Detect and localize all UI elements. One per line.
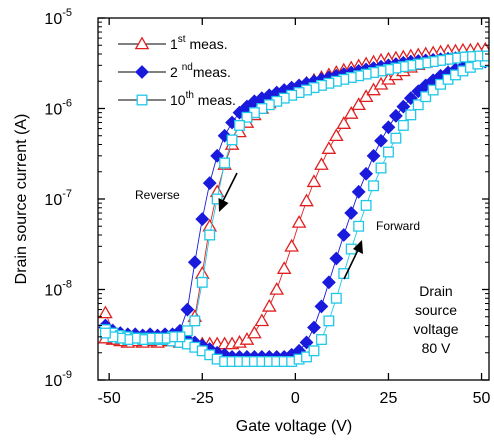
series-3-forward-point [412, 99, 424, 111]
series-3-reverse-point [234, 119, 245, 131]
x-tick-label: 50 [473, 390, 491, 407]
series-layer [98, 41, 489, 367]
series-3 [99, 50, 489, 367]
y-tick-label: 10-9 [44, 369, 72, 390]
series-2-forward-point [411, 84, 426, 99]
axes-layer: -50 -25 0 25 50 10-9 10-8 10-7 10-6 10-5 [44, 7, 490, 407]
series-3-reverse-point [181, 325, 193, 337]
note-line-1: Drain [419, 283, 452, 299]
note-line-4: 80 V [422, 340, 451, 356]
y-tick-label: 10-8 [44, 279, 72, 300]
series-2-forward-point [351, 184, 366, 199]
series-3-forward-point [397, 119, 409, 131]
series-3-reverse-point [196, 276, 208, 288]
y-tick-label: 10-5 [44, 7, 72, 28]
series-3-forward-point [420, 91, 432, 103]
y-tick-label: 10-6 [44, 98, 72, 119]
series-2-forward-point [381, 120, 396, 135]
series-1-forward-point [314, 157, 329, 170]
series-3-forward-point [330, 292, 342, 304]
x-axis-title: Gate voltage (V) [236, 418, 353, 435]
series-2-reverse-point [202, 176, 217, 190]
forward-label: Forward [376, 219, 420, 233]
series-3-forward-point [390, 132, 402, 144]
series-1-forward-point [247, 325, 262, 339]
legend: 1st meas. 2 ndmeas. 10th meas. [118, 34, 236, 108]
series-1-forward-point [98, 305, 113, 319]
y-tick-label: 10-7 [44, 188, 72, 209]
series-2-reverse-point [180, 302, 195, 317]
series-1-forward-point [284, 238, 299, 252]
series-1-forward-point [291, 214, 307, 228]
series-2-forward-point [344, 206, 359, 220]
series-2-forward-point [307, 320, 321, 335]
series-1-forward-point [261, 298, 277, 312]
series-2-forward-point [403, 91, 418, 106]
legend-marker [136, 94, 148, 106]
series-2-forward-point [366, 148, 381, 163]
x-tick-label: -50 [98, 390, 121, 407]
series-3-forward-point [375, 162, 387, 174]
legend-label: 10th meas. [170, 90, 236, 108]
series-3-forward-point [368, 180, 380, 192]
series-2-forward-point [336, 228, 351, 242]
series-3-forward-point [427, 84, 439, 96]
series-2-reverse-point [217, 128, 232, 143]
series-2-reverse-point [232, 105, 247, 120]
series-1-forward-point [306, 174, 322, 188]
note-line-3: voltage [413, 321, 458, 337]
series-3-reverse-point [189, 315, 201, 327]
x-tick-label: 0 [291, 390, 300, 407]
series-1-forward-point [254, 313, 270, 327]
series-1-reverse-point [194, 266, 210, 279]
series-2-forward-point [359, 166, 374, 181]
series-1-forward-point [336, 116, 352, 129]
series-1-forward-point [269, 281, 285, 295]
series-2-reverse-point [187, 255, 202, 270]
legend-marker [134, 36, 150, 50]
series-1-forward-point [329, 128, 344, 142]
legend-label: 1st meas. [170, 34, 228, 52]
series-3-reverse-point [241, 111, 253, 123]
series-3-forward-point [323, 315, 335, 327]
series-3-forward-point [301, 351, 312, 363]
series-1-forward-point [239, 332, 255, 345]
legend-label: 2 ndmeas. [170, 62, 231, 80]
series-2-forward-point [374, 133, 388, 148]
series-3-reverse-point [99, 327, 111, 339]
x-tick-label: 25 [380, 390, 398, 407]
series-3-reverse-point [204, 229, 216, 241]
series-3-reverse-point [226, 134, 238, 146]
series-1-forward-point [343, 106, 359, 119]
series-1-forward-point [276, 261, 292, 274]
series-3-forward-point [405, 109, 417, 121]
note-line-2: source [415, 302, 457, 318]
series-3-forward-point [353, 220, 365, 232]
forward-arrow [343, 240, 363, 280]
y-axis-title: Drain source current (A) [13, 114, 30, 285]
series-3-reverse-point [211, 193, 223, 205]
series-2-forward-point [314, 299, 329, 314]
series-3-forward-point [360, 199, 372, 211]
series-2-forward-point [321, 275, 336, 290]
reverse-arrow [218, 172, 238, 212]
reverse-label: Reverse [135, 188, 180, 202]
series-3-forward-point [308, 345, 320, 357]
drain-voltage-note: Drain source voltage 80 V [413, 283, 458, 356]
series-2-forward-point [388, 108, 403, 123]
series-1-forward-point [321, 141, 337, 154]
series-1-forward-point [358, 89, 374, 103]
x-tick-label: -25 [191, 390, 214, 407]
series-1-forward-point [351, 97, 366, 111]
series-3-forward-point [383, 146, 394, 158]
series-2-forward-point [329, 251, 344, 266]
series-3-forward-point [315, 334, 327, 345]
series-1-forward-point [299, 193, 314, 207]
series-3-reverse-point [219, 157, 231, 169]
legend-marker [135, 65, 149, 79]
series-2-reverse-point [195, 212, 210, 226]
